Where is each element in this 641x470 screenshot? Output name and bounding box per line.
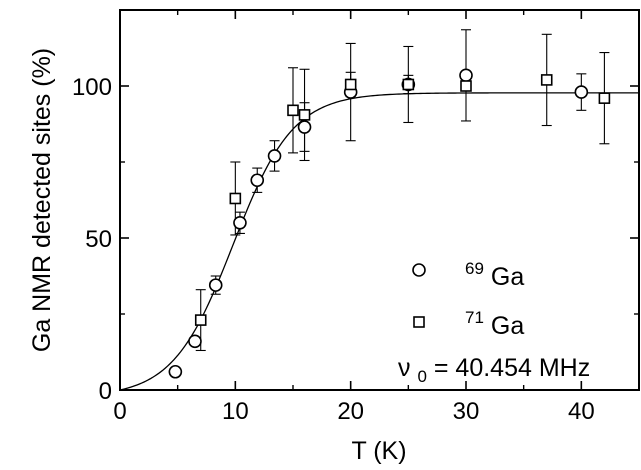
data-point-71ga <box>298 109 311 121</box>
x-tick-label: 0 <box>113 398 126 425</box>
data-point-69ga <box>208 278 223 292</box>
data-point-71ga <box>287 104 299 117</box>
data-point-71ga <box>460 80 472 92</box>
axis-ticks <box>119 10 639 391</box>
data-markers <box>168 68 611 379</box>
legend-marker-square <box>413 316 425 328</box>
data-point-69ga <box>233 216 247 230</box>
data-point-69ga <box>188 334 202 349</box>
x-axis-title: T (K) <box>351 437 406 465</box>
data-point-69ga <box>168 364 183 379</box>
plot-frame <box>119 9 640 391</box>
data-point-71ga <box>194 314 207 326</box>
y-tick-label: 50 <box>85 226 112 253</box>
x-tick-label: 20 <box>337 398 364 425</box>
y-axis-title: Ga NMR detected sites (%) <box>28 48 56 352</box>
legend-71ga-mass-number: 71 <box>465 308 484 327</box>
legend-71ga-element: Ga <box>491 312 524 340</box>
data-point-69ga <box>297 120 312 134</box>
legend-marker-circle <box>412 263 426 277</box>
tick-labels: 0 10 20 30 40 0 50 100 <box>72 74 595 425</box>
data-point-69ga <box>574 85 589 99</box>
legend: 69 Ga 71 Ga ν 0 = 40.454 MHz <box>398 252 590 388</box>
data-point-71ga <box>402 78 415 91</box>
y-tick-label: 0 <box>99 378 112 405</box>
x-tick-label: 40 <box>568 398 595 425</box>
data-point-71ga <box>344 78 357 91</box>
x-tick-label: 30 <box>453 398 480 425</box>
frequency-annotation: ν 0 = 40.454 MHz <box>398 354 590 388</box>
fit-curve <box>119 92 639 391</box>
y-tick-label: 100 <box>72 74 112 101</box>
data-point-71ga <box>229 192 242 205</box>
frequency-subscript: 0 <box>417 367 426 386</box>
data-point-69ga <box>459 68 473 83</box>
frequency-value: = 40.454 MHz <box>434 354 590 382</box>
data-point-71ga <box>598 92 611 104</box>
x-tick-label: 10 <box>222 398 249 425</box>
frequency-symbol: ν <box>398 354 411 382</box>
data-point-71ga <box>540 74 553 86</box>
legend-label-69ga: 69 Ga <box>465 252 524 291</box>
legend-69ga-mass-number: 69 <box>465 259 484 278</box>
data-point-69ga <box>267 149 282 163</box>
legend-label-71ga: 71 Ga <box>465 301 524 340</box>
data-point-69ga <box>250 173 265 188</box>
legend-69ga-element: Ga <box>491 263 524 291</box>
